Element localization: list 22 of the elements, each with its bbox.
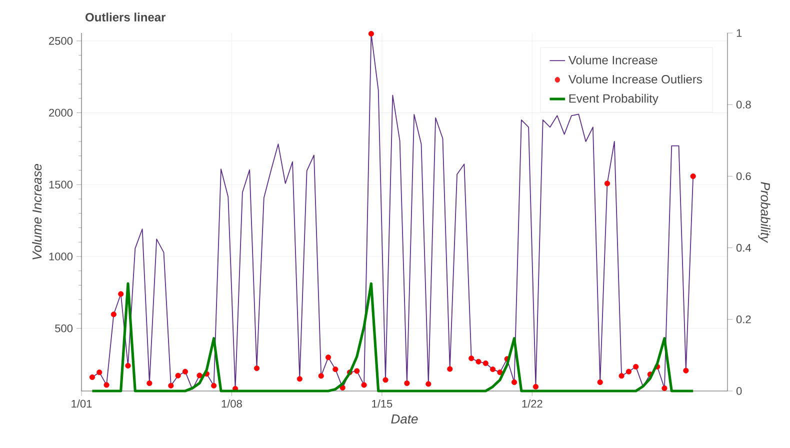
x-tick-label: 1/08 — [222, 400, 242, 408]
x-tick-label: 1/22 — [522, 400, 542, 408]
y2-tick-label: 0.6 — [736, 172, 751, 180]
x-tick-label: 1/01 — [72, 400, 92, 408]
legend-label: Volume Increase — [568, 56, 658, 64]
x-axis-title: Date — [391, 414, 418, 424]
y2-tick-label: 0.4 — [736, 244, 752, 252]
y2-tick-label: 1 — [736, 29, 742, 37]
y2-tick-label: 0.8 — [736, 100, 751, 108]
legend-label: Volume Increase Outliers — [568, 74, 702, 84]
x-tick-label: 1/15 — [372, 400, 392, 408]
y-tick-label: 2500 — [49, 37, 73, 45]
y2-tick-label: 0.2 — [736, 316, 751, 324]
y-tick-label: 500 — [55, 324, 73, 332]
y2-tick-label: 0 — [736, 387, 742, 395]
legend-label: Event Probability — [569, 94, 658, 106]
y-tick-label: 1000 — [49, 252, 73, 260]
y-axis-title: Volume Increase — [32, 164, 42, 260]
y-tick-label: 1500 — [49, 180, 73, 189]
chart-title: Outliers linear — [86, 12, 166, 22]
y-tick-label: 2000 — [49, 108, 73, 117]
y2-axis-title: Probability — [758, 182, 770, 243]
